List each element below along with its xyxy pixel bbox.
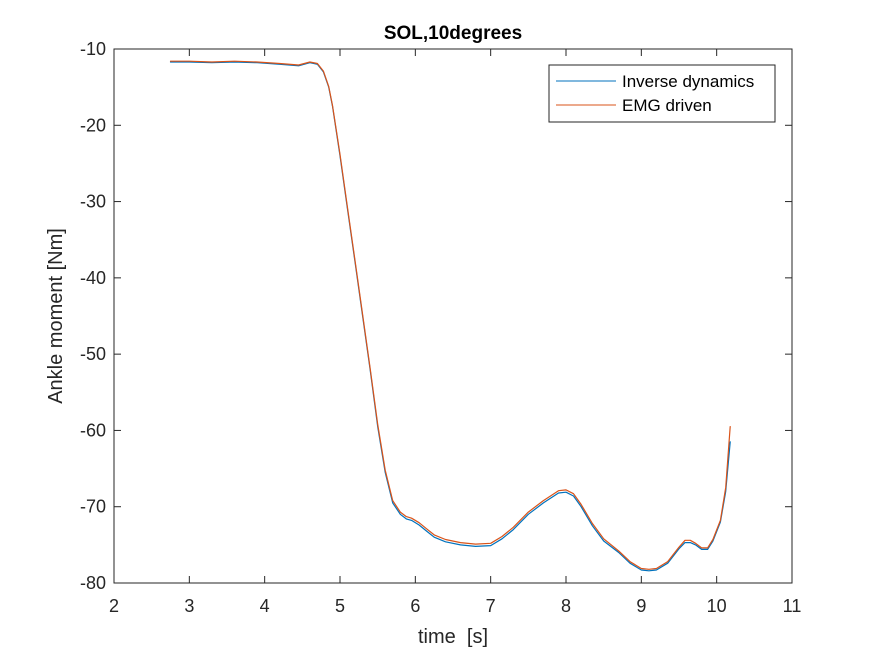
x-tick-label: 4 (260, 596, 270, 616)
legend-label-emg-driven: EMG driven (622, 96, 712, 115)
plot-area (114, 49, 792, 583)
x-tick-label: 2 (109, 596, 119, 616)
y-axis-label: Ankle moment [Nm] (45, 228, 67, 404)
legend: Inverse dynamics EMG driven (548, 64, 776, 123)
y-tick-label: -20 (80, 115, 106, 135)
y-tick-label: -40 (80, 268, 106, 288)
legend-box (548, 64, 776, 123)
ticks-layer: 2 3 4 5 6 7 8 9 10 11 -10 -20 -30 -40 -50 -60 -70 -80 (80, 39, 801, 616)
y-tick-label: -30 (80, 192, 106, 212)
x-tick-label: 3 (184, 596, 194, 616)
series-line-emg-driven (169, 60, 731, 570)
y-tick-label: -50 (80, 344, 106, 364)
legend-label-inverse-dynamics: Inverse dynamics (622, 72, 754, 91)
axes-box (113, 48, 793, 584)
chart-title: SOL,10degrees (384, 23, 522, 44)
x-axis-label: time [s] (418, 626, 488, 648)
x-tick-label: 11 (783, 596, 802, 616)
y-tick-label: -80 (80, 573, 106, 593)
series-layer (169, 60, 731, 572)
x-tick-label: 10 (707, 596, 727, 616)
x-tick-label: 7 (486, 596, 496, 616)
x-tick-label: 8 (561, 596, 571, 616)
x-tick-label: 5 (335, 596, 345, 616)
y-tick-label: -70 (80, 497, 106, 517)
y-tick-label: -60 (80, 420, 106, 440)
x-tick-label: 9 (636, 596, 646, 616)
x-tick-label: 6 (410, 596, 420, 616)
y-tick-label: -10 (80, 39, 106, 59)
